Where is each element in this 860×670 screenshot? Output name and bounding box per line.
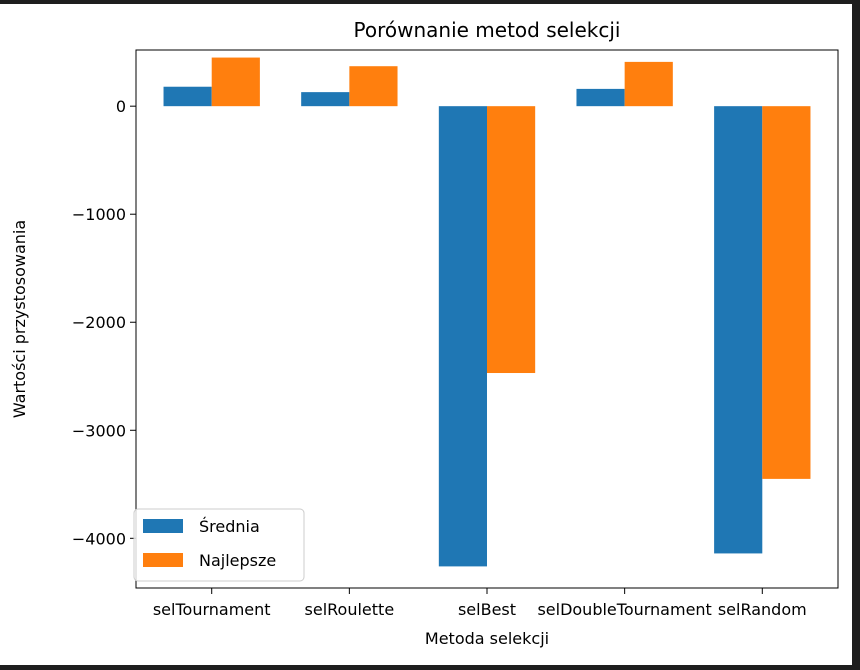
x-tick-label-seldoubletournament: selDoubleTournament — [537, 600, 711, 619]
x-tick-label-selroulette: selRoulette — [305, 600, 395, 619]
y-tick-label: −2000 — [72, 313, 126, 332]
legend-swatch-srednia — [143, 519, 183, 533]
bar-srednia-seltournament — [163, 86, 212, 107]
x-tick-label-selrandom: selRandom — [718, 600, 807, 619]
window-edge-right — [852, 0, 860, 670]
bars-group — [163, 57, 811, 567]
legend-label-srednia: Średnia — [199, 517, 260, 536]
bar-najlepsze-selroulette — [349, 66, 398, 107]
bar-srednia-selroulette — [301, 92, 350, 107]
x-axis-label: Metoda selekcji — [425, 629, 549, 648]
y-tick-label: 0 — [116, 97, 126, 116]
bar-najlepsze-selbest — [487, 106, 536, 374]
bar-najlepsze-seltournament — [211, 57, 260, 107]
legend-swatch-najlepsze — [143, 553, 183, 567]
bar-srednia-seldoubletournament — [576, 88, 625, 107]
x-tick-label-selbest: selBest — [458, 600, 516, 619]
legend-label-najlepsze: Najlepsze — [199, 551, 276, 570]
x-tick-label-seltournament: selTournament — [153, 600, 271, 619]
window-edge-bottom — [0, 665, 860, 670]
legend: Średnia Najlepsze — [133, 508, 305, 582]
y-tick-label: −3000 — [72, 421, 126, 440]
y-axis-label: Wartości przystosowania — [10, 220, 29, 418]
bar-srednia-selbest — [438, 106, 487, 567]
y-tick-label: −1000 — [72, 205, 126, 224]
y-axis: 0 −1000 −2000 −3000 −4000 — [72, 97, 136, 548]
bar-srednia-selrandom — [714, 106, 763, 554]
chart-title: Porównanie metod selekcji — [354, 18, 621, 42]
x-axis: selTournament selRoulette selBest selDouble… — [153, 588, 807, 619]
bar-najlepsze-seldoubletournament — [624, 61, 673, 107]
window-edge-top — [0, 0, 860, 4]
y-tick-label: −4000 — [72, 529, 126, 548]
bar-najlepsze-selrandom — [762, 106, 811, 479]
